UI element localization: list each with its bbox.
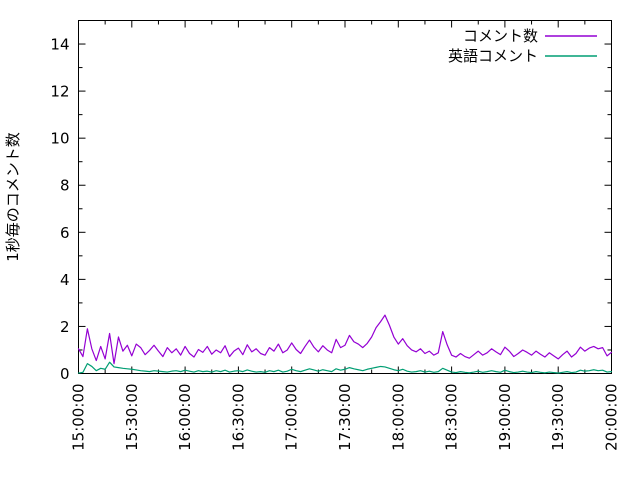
y-tick-label: 0: [60, 365, 70, 383]
y-axis-label: 1秒毎のコメント数: [4, 132, 22, 262]
x-axis-tick-labels: 15:00:00 15:30:00 16:00:00 16:30:00 17:00:00…: [70, 383, 621, 450]
y-tick-label: 6: [60, 224, 70, 242]
y-tick-label: 8: [60, 177, 70, 195]
y-tick-label: 10: [50, 130, 69, 148]
x-tick-label: 17:00:00: [283, 384, 301, 451]
y-axis-tick-labels: 0 2 4 6 8 10 12 14: [50, 36, 69, 383]
x-tick-label: 17:30:00: [336, 384, 354, 451]
series-line-1: [77, 361, 613, 374]
x-tick-label: 19:00:00: [496, 384, 514, 451]
y-tick-label: 14: [50, 36, 69, 54]
y-tick-label: 4: [60, 271, 70, 289]
x-tick-label: 18:30:00: [443, 383, 461, 450]
x-tick-label: 15:30:00: [123, 384, 141, 451]
x-tick-label: 19:30:00: [549, 384, 567, 451]
series-lines: [77, 314, 613, 374]
series-line-0: [77, 314, 613, 365]
y-tick-label: 12: [50, 83, 69, 101]
x-tick-label: 15:00:00: [70, 384, 88, 451]
x-tick-label: 16:30:00: [229, 384, 247, 451]
y-tick-label: 2: [60, 318, 70, 336]
x-tick-label: 18:00:00: [389, 384, 407, 451]
x-tick-label: 20:00:00: [603, 384, 621, 451]
legend-label-0: コメント数: [463, 27, 538, 45]
legend-label-1: 英語コメント: [448, 47, 538, 65]
x-tick-label: 16:00:00: [176, 384, 194, 451]
